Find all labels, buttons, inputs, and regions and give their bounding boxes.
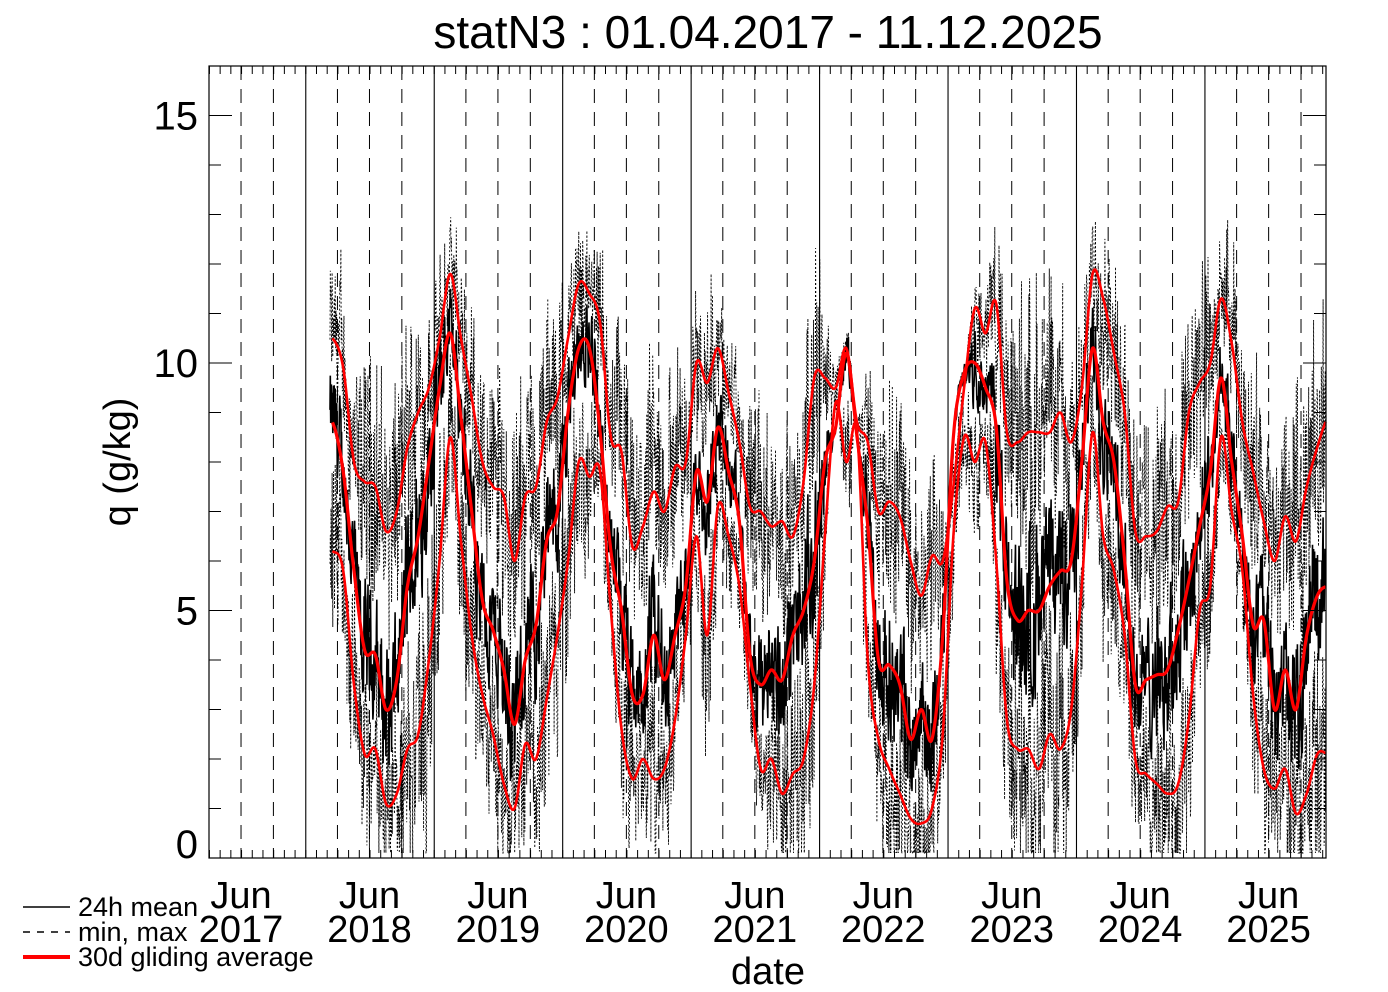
legend-label-minmax: min, max	[78, 917, 188, 947]
axes: 051015Jun2017Jun2018Jun2019Jun2020Jun202…	[154, 66, 1326, 951]
x-tick-label-year: 2021	[713, 909, 798, 951]
x-tick-label-month: Jun	[210, 875, 271, 917]
legend: 24h mean min, max 30d gliding average	[23, 892, 314, 972]
x-tick-label-year: 2017	[199, 909, 284, 951]
y-tick-label: 15	[154, 95, 199, 139]
daily-data	[329, 217, 1327, 854]
x-tick-label-month: Jun	[467, 875, 528, 917]
x-tick-label-month: Jun	[1238, 875, 1299, 917]
x-tick-label-year: 2020	[584, 909, 669, 951]
x-tick-label-year: 2025	[1226, 909, 1311, 951]
x-tick-label-year: 2022	[841, 909, 926, 951]
daily-max-line	[329, 217, 1327, 694]
gliding-average-max-line	[331, 268, 1327, 598]
x-axis-label: date	[731, 951, 805, 992]
x-tick-label-month: Jun	[853, 875, 914, 917]
legend-label-mean: 24h mean	[78, 892, 198, 922]
legend-label-gliding: 30d gliding average	[78, 942, 314, 972]
y-tick-label: 5	[176, 590, 198, 634]
daily-min-line	[329, 353, 1327, 854]
x-tick-label-year: 2019	[456, 909, 541, 951]
gliding-average-min-line	[331, 399, 1327, 826]
x-tick-label-month: Jun	[339, 875, 400, 917]
x-tick-label-year: 2023	[969, 909, 1054, 951]
x-tick-label-month: Jun	[596, 875, 657, 917]
x-tick-label-month: Jun	[981, 875, 1042, 917]
x-tick-label-month: Jun	[724, 875, 785, 917]
gliding-averages	[331, 268, 1327, 826]
y-axis-label: q (g/kg)	[97, 398, 139, 527]
gliding-average-mean-line	[331, 331, 1327, 744]
y-tick-label: 0	[176, 823, 198, 867]
y-tick-label: 10	[154, 342, 199, 386]
x-tick-label-month: Jun	[1110, 875, 1171, 917]
chart-title: statN3 : 01.04.2017 - 11.12.2025	[433, 6, 1102, 58]
x-tick-label-year: 2024	[1098, 909, 1183, 951]
x-tick-label-year: 2018	[327, 909, 412, 951]
